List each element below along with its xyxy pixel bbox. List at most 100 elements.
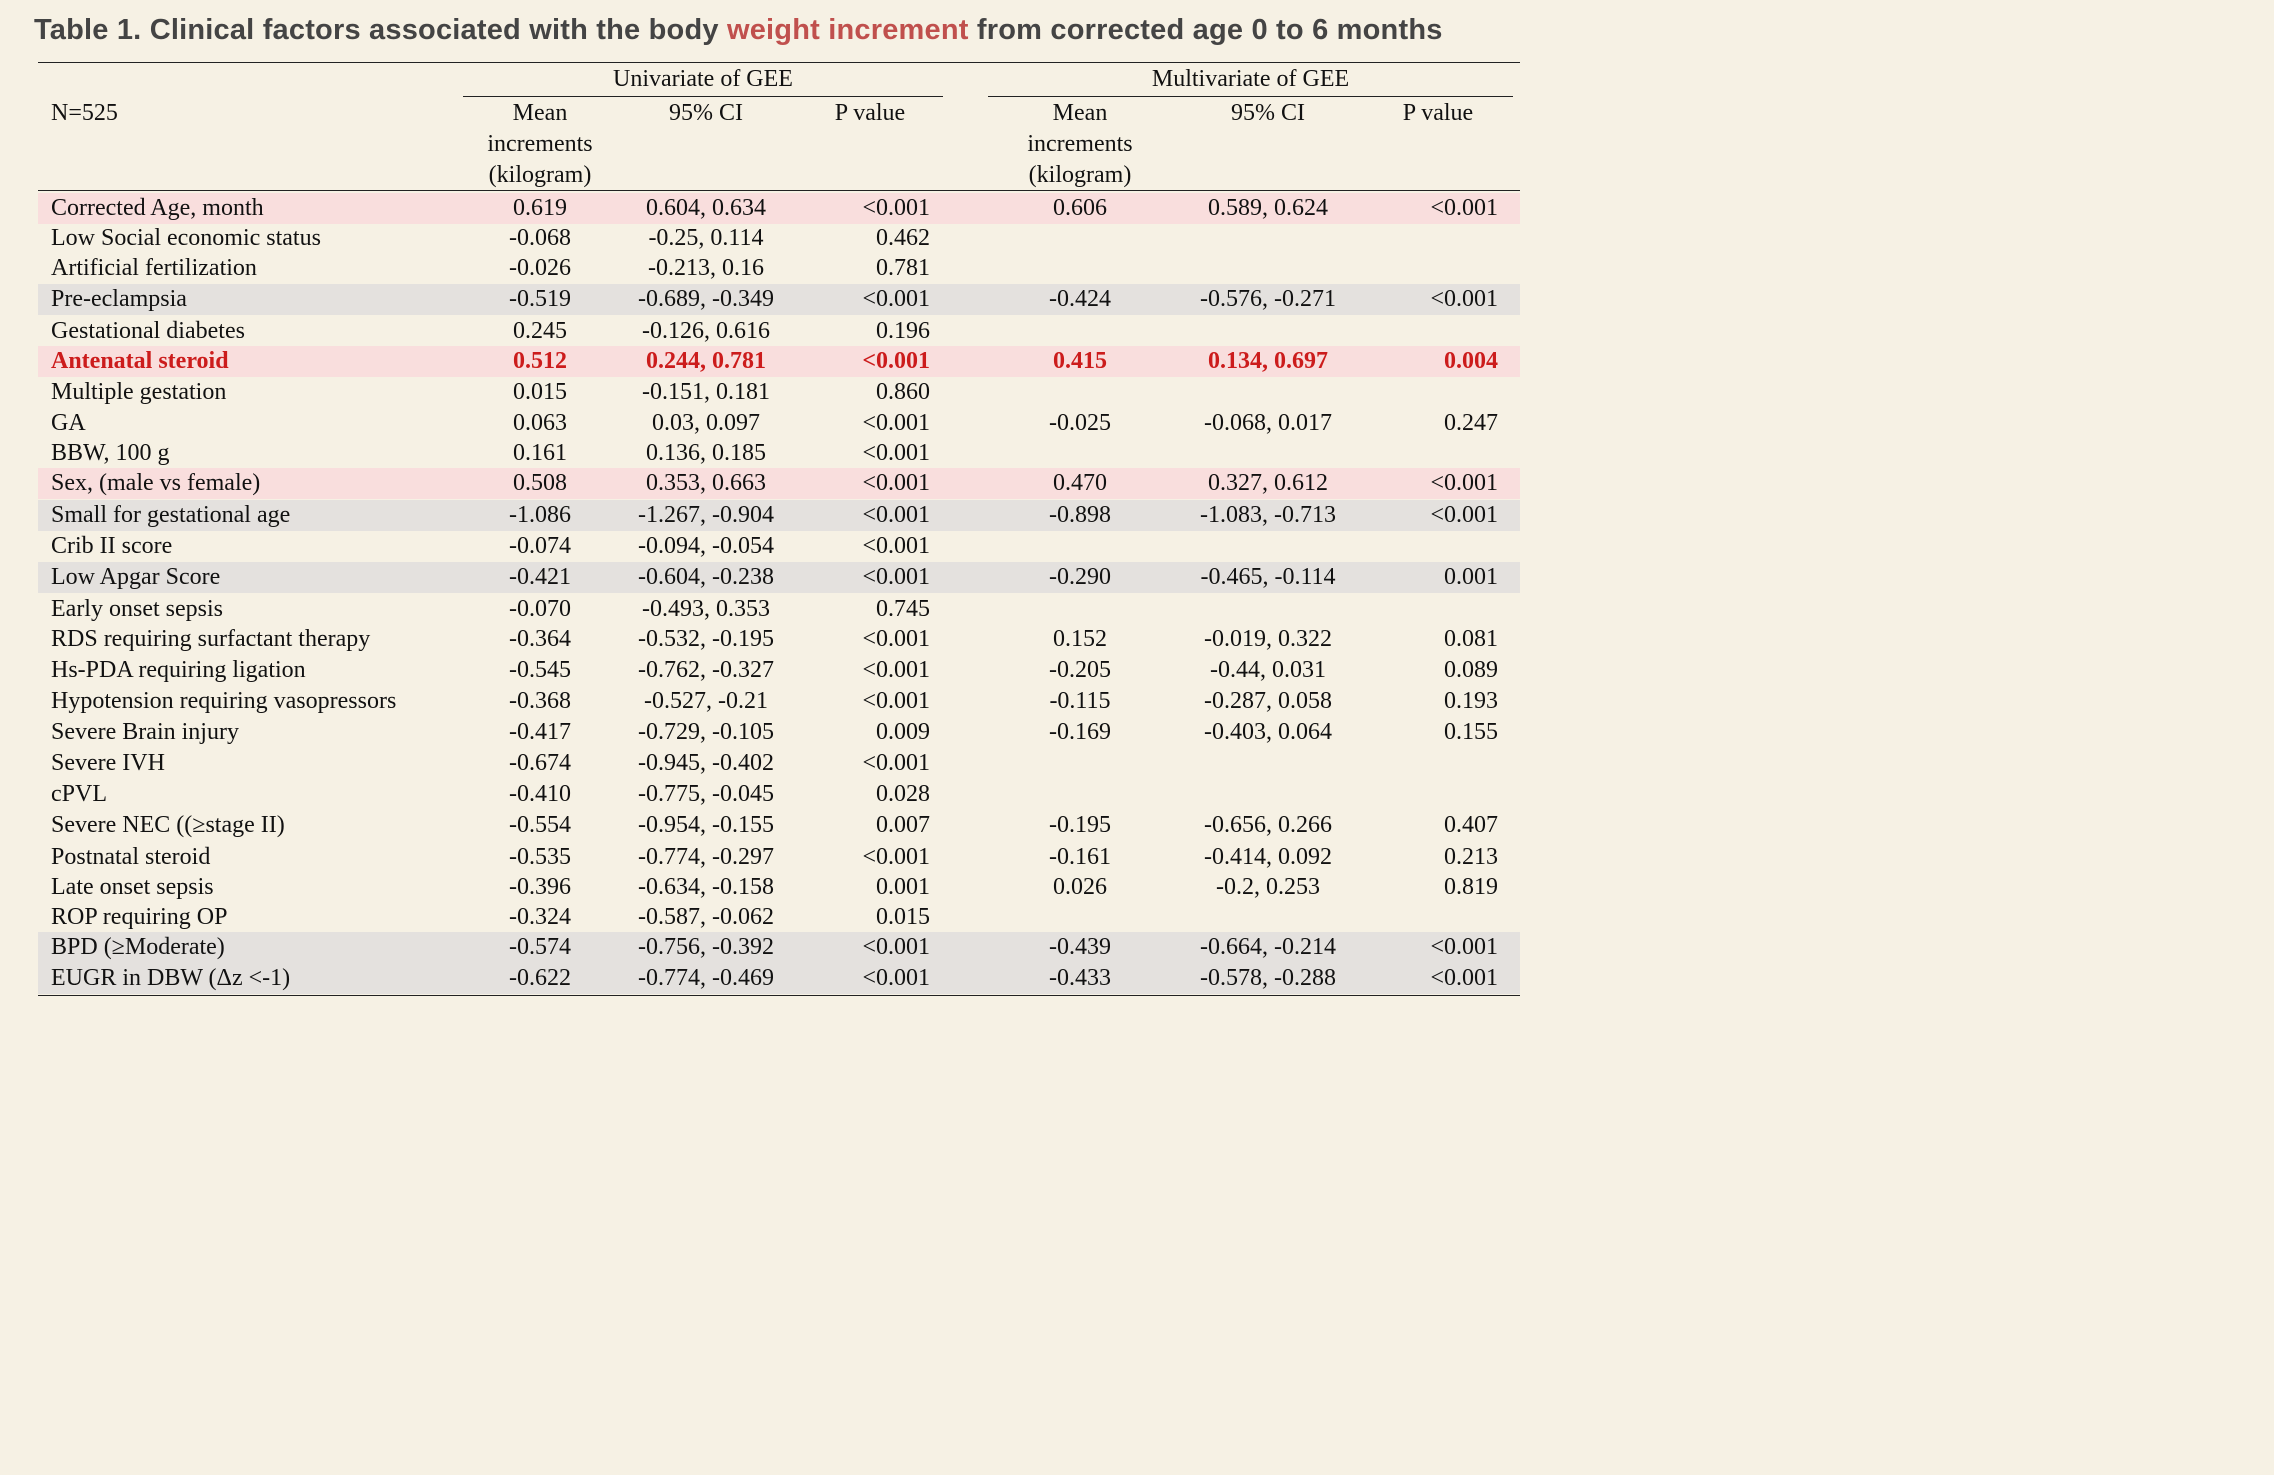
multivariate-p-cell: <0.001 [1430, 195, 1498, 221]
univariate-mean-cell: 0.619 [513, 195, 567, 221]
table-row: Severe Brain injury -0.417 -0.729, -0.105 0… [38, 717, 1520, 748]
univariate-ci-cell: -0.762, -0.327 [638, 657, 774, 683]
row-label-cell: Severe IVH [51, 750, 165, 776]
univariate-p-cell: <0.001 [862, 564, 930, 590]
multivariate-p-cell: 0.081 [1444, 626, 1498, 652]
bottom-rule [38, 995, 1520, 996]
univariate-p-cell: <0.001 [862, 470, 930, 496]
row-label-cell: Crib II score [51, 533, 173, 559]
univariate-mean-cell: -0.674 [509, 750, 571, 776]
multivariate-mean-cell: -0.424 [1049, 286, 1111, 312]
mean-header-line-3: (kilogram) [1028, 162, 1132, 188]
row-label-cell: Multiple gestation [51, 379, 227, 405]
table-row: Crib II score -0.074 -0.094, -0.054 <0.001 [38, 531, 1520, 562]
univariate-mean-cell: -0.026 [509, 255, 571, 281]
row-label-cell: Low Apgar Score [51, 564, 221, 590]
multivariate-p-cell: 0.004 [1444, 348, 1498, 374]
univariate-ci-cell: -0.213, 0.16 [648, 255, 764, 281]
multivariate-ci-cell: -0.576, -0.271 [1200, 286, 1336, 312]
row-label-cell: ROP requiring OP [51, 904, 228, 930]
univariate-p-cell: 0.015 [876, 904, 930, 930]
univariate-ci-cell: -0.604, -0.238 [638, 564, 774, 590]
univariate-mean-cell: -0.368 [509, 688, 571, 714]
univariate-ci-cell: 0.136, 0.185 [646, 440, 766, 466]
univariate-p-cell: <0.001 [862, 934, 930, 960]
table-row: Small for gestational age -1.086 -1.267, -… [38, 500, 1520, 531]
mean-header-line-1: Mean [1052, 100, 1108, 126]
row-label-cell: BPD (≥Moderate) [51, 934, 225, 960]
univariate-mean-cell: -0.421 [509, 564, 571, 590]
univariate-p-cell: <0.001 [862, 750, 930, 776]
univariate-p-cell: <0.001 [862, 348, 930, 374]
univariate-ci-cell: -1.267, -0.904 [638, 502, 774, 528]
multivariate-mean-cell: -0.115 [1049, 688, 1111, 714]
univariate-mean-cell: 0.161 [513, 440, 567, 466]
header-bottom-rule [38, 190, 1520, 191]
multivariate-p-cell: 0.001 [1444, 564, 1498, 590]
univariate-ci-cell: -0.775, -0.045 [638, 781, 774, 807]
univariate-p-cell: 0.009 [876, 719, 930, 745]
multivariate-mean-cell: 0.470 [1053, 470, 1107, 496]
univariate-p-cell: <0.001 [862, 533, 930, 559]
row-label-cell: cPVL [51, 781, 107, 807]
row-label-cell: GA [51, 410, 86, 436]
univariate-ci-cell: -0.587, -0.062 [638, 904, 774, 930]
multivariate-ci-cell: -0.068, 0.017 [1204, 410, 1332, 436]
multivariate-ci-cell: 0.589, 0.624 [1208, 195, 1328, 221]
univariate-ci-cell: -0.774, -0.297 [638, 844, 774, 870]
table-row: BBW, 100 g 0.161 0.136, 0.185 <0.001 [38, 438, 1520, 469]
multivariate-header: Multivariate of GEE [1151, 66, 1350, 92]
table-row: Low Social economic status -0.068 -0.25, 0… [38, 223, 1520, 254]
univariate-ci-cell: 0.604, 0.634 [646, 195, 766, 221]
univariate-mean-cell: -0.074 [509, 533, 571, 559]
univariate-p-cell: <0.001 [862, 410, 930, 436]
univariate-p-cell: 0.001 [876, 874, 930, 900]
table-row: RDS requiring surfactant therapy -0.364 -0… [38, 624, 1520, 655]
univariate-p-cell: 0.196 [876, 318, 930, 344]
table-row: Low Apgar Score -0.421 -0.604, -0.238 <0.00… [38, 562, 1520, 593]
row-label-cell: Pre-eclampsia [51, 286, 187, 312]
table-row: ROP requiring OP -0.324 -0.587, -0.062 0.01… [38, 902, 1520, 933]
univariate-ci-cell: -0.493, 0.353 [642, 596, 770, 622]
univariate-ci-cell: -0.756, -0.392 [638, 934, 774, 960]
row-label-cell: Hs-PDA requiring ligation [51, 657, 306, 683]
univariate-ci-cell: -0.945, -0.402 [638, 750, 774, 776]
univariate-ci-cell: -0.094, -0.054 [638, 533, 774, 559]
multivariate-p-cell: <0.001 [1430, 965, 1498, 991]
univariate-ci-cell: 0.244, 0.781 [646, 348, 766, 374]
multivariate-mean-cell: -0.290 [1049, 564, 1111, 590]
row-label-cell: Gestational diabetes [51, 318, 245, 344]
multivariate-ci-cell: -0.656, 0.266 [1204, 812, 1332, 838]
table-row: Hypotension requiring vasopressors -0.368… [38, 686, 1520, 717]
title-suffix: from corrected age 0 to 6 months [968, 14, 1443, 46]
univariate-mean-cell: -0.554 [509, 812, 571, 838]
univariate-mean-cell: -0.364 [509, 626, 571, 652]
univariate-mean-header: Mean increments (kilogram) [456, 98, 624, 191]
row-label-cell: Severe NEC ((≥stage II) [51, 812, 285, 838]
row-label-cell: Severe Brain injury [51, 719, 239, 745]
row-label-cell: Artificial fertilization [51, 255, 257, 281]
top-rule [38, 62, 1520, 63]
multivariate-mean-cell: -0.439 [1049, 934, 1111, 960]
table-row: EUGR in DBW (Δz <-1) -0.622 -0.774, -0.469… [38, 963, 1520, 994]
multivariate-p-header: P value [1402, 100, 1474, 126]
row-label-cell: Late onset sepsis [51, 874, 214, 900]
multivariate-p-cell: 0.247 [1444, 410, 1498, 436]
multivariate-mean-header: Mean increments (kilogram) [998, 98, 1162, 191]
multivariate-p-cell: <0.001 [1430, 286, 1498, 312]
multivariate-ci-cell: -0.414, 0.092 [1204, 844, 1332, 870]
univariate-header: Univariate of GEE [613, 66, 793, 92]
univariate-mean-cell: -0.070 [509, 596, 571, 622]
univariate-mean-cell: -0.068 [509, 225, 571, 251]
table-row: BPD (≥Moderate) -0.574 -0.756, -0.392 <0.00… [38, 932, 1520, 963]
univariate-ci-cell: -0.774, -0.469 [638, 965, 774, 991]
multivariate-ci-cell: -0.2, 0.253 [1216, 874, 1320, 900]
multivariate-mean-cell: -0.025 [1049, 410, 1111, 436]
univariate-ci-cell: -0.634, -0.158 [638, 874, 774, 900]
univariate-mean-cell: 0.512 [513, 348, 567, 374]
univariate-p-cell: <0.001 [862, 440, 930, 466]
multivariate-mean-cell: 0.606 [1053, 195, 1107, 221]
univariate-ci-cell: -0.25, 0.114 [648, 225, 764, 251]
multivariate-mean-cell: 0.415 [1053, 348, 1107, 374]
multivariate-ci-cell: 0.134, 0.697 [1208, 348, 1328, 374]
